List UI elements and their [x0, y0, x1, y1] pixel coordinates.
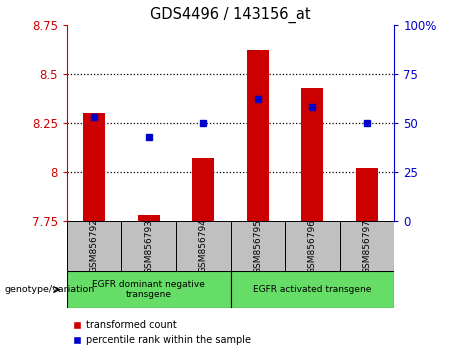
- Bar: [176, 221, 230, 271]
- Text: EGFR activated transgene: EGFR activated transgene: [253, 285, 372, 294]
- Text: GSM856795: GSM856795: [253, 218, 262, 274]
- Bar: [67, 221, 121, 271]
- Legend: transformed count, percentile rank within the sample: transformed count, percentile rank withi…: [70, 316, 255, 349]
- Bar: [121, 221, 176, 271]
- Bar: [301, 88, 323, 221]
- Bar: [247, 50, 269, 221]
- Text: GSM856794: GSM856794: [199, 218, 208, 274]
- Text: GSM856797: GSM856797: [362, 218, 372, 274]
- Bar: [230, 221, 285, 271]
- Text: GSM856793: GSM856793: [144, 218, 153, 274]
- Text: GSM856792: GSM856792: [89, 218, 99, 274]
- Bar: [285, 221, 340, 271]
- Bar: [138, 215, 160, 221]
- Bar: [340, 221, 394, 271]
- Bar: [230, 271, 394, 308]
- Text: genotype/variation: genotype/variation: [5, 285, 95, 294]
- Bar: [356, 168, 378, 221]
- Text: EGFR dominant negative
transgene: EGFR dominant negative transgene: [92, 280, 205, 299]
- Text: GSM856796: GSM856796: [308, 218, 317, 274]
- Bar: [192, 158, 214, 221]
- Bar: [83, 113, 105, 221]
- Bar: [67, 271, 230, 308]
- Title: GDS4496 / 143156_at: GDS4496 / 143156_at: [150, 7, 311, 23]
